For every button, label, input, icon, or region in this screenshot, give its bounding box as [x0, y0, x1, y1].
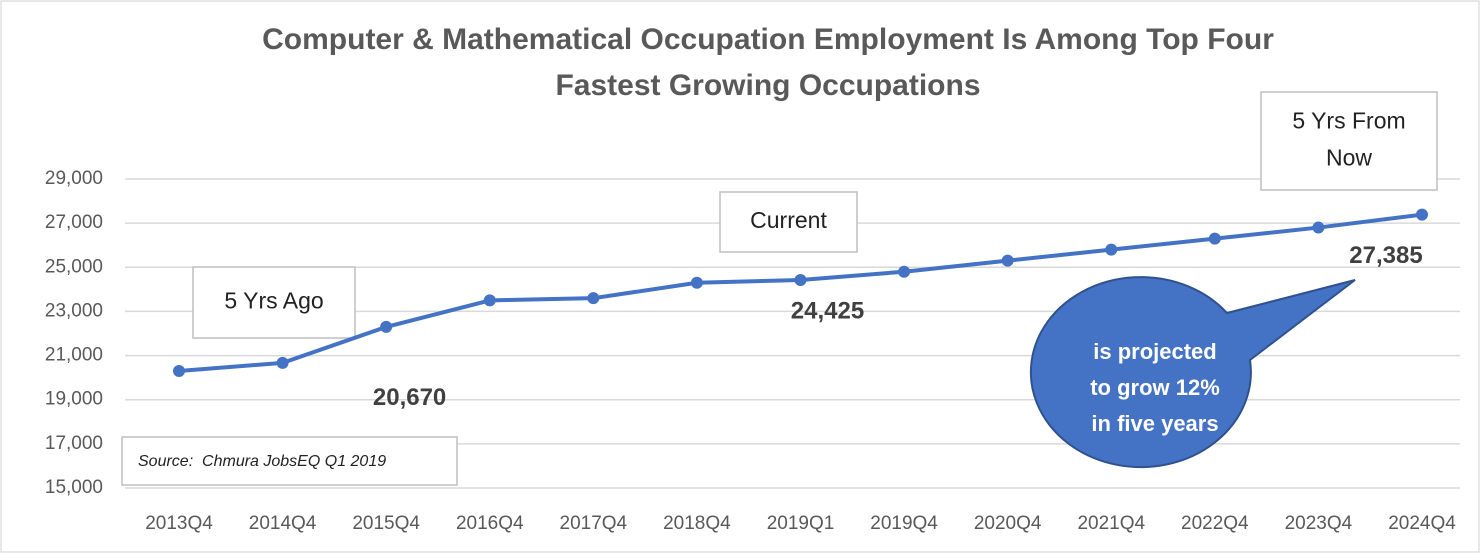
data-label: 20,670	[373, 384, 446, 411]
y-tick-label: 29,000	[45, 168, 103, 189]
point	[1001, 254, 1014, 267]
point	[1312, 221, 1325, 234]
source: Source: Chmura JobsEQ Q1 2019	[138, 453, 386, 470]
point	[794, 273, 807, 286]
point	[276, 356, 289, 369]
x-tick-label: 2015Q4	[352, 513, 420, 534]
annotation-box	[719, 191, 858, 253]
x-tick-label: 2022Q4	[1181, 513, 1249, 534]
point	[173, 365, 185, 378]
annotation-box	[1260, 91, 1438, 191]
x-tick-label: 2021Q4	[1077, 513, 1145, 534]
chart-title: Computer & Mathematical Occupation Emplo…	[262, 23, 1274, 56]
callout-text: in five years	[1091, 411, 1218, 436]
point	[690, 276, 703, 289]
x-tick-label: 2017Q4	[560, 513, 628, 534]
y-tick-label: 25,000	[45, 256, 103, 277]
y-tick-label: 19,000	[45, 389, 103, 410]
source-box	[121, 436, 458, 486]
point	[483, 294, 496, 307]
point	[1416, 208, 1428, 221]
data-label: 27,385	[1349, 242, 1422, 269]
data-label: 24,425	[791, 297, 864, 324]
y-tick-label: 15,000	[45, 477, 103, 498]
point	[380, 320, 393, 333]
chart-title: Fastest Growing Occupations	[555, 69, 980, 102]
callout-text: to grow 12%	[1090, 375, 1220, 400]
x-tick-label: 2016Q4	[456, 513, 524, 534]
x-tick-label: 2023Q4	[1285, 513, 1353, 534]
point	[587, 292, 600, 305]
x-tick-label: 2024Q4	[1388, 513, 1456, 534]
point	[1208, 232, 1221, 245]
point	[1105, 243, 1118, 256]
annotation: Now	[1326, 145, 1372, 171]
point	[898, 265, 911, 278]
callout-text: is projected	[1093, 339, 1216, 364]
annotation-box	[192, 266, 356, 339]
y-tick-label: 27,000	[45, 212, 103, 233]
y-tick-label: 17,000	[45, 433, 103, 454]
x-tick-label: 2019Q4	[870, 513, 938, 534]
y-tick-label: 21,000	[45, 345, 103, 366]
callout-bubble	[1029, 276, 1356, 469]
x-tick-label: 2020Q4	[974, 513, 1042, 534]
y-tick-label: 23,000	[45, 300, 103, 321]
x-tick-label: 2019Q1	[767, 513, 835, 534]
x-tick-label: 2014Q4	[249, 513, 317, 534]
annotation: 5 Yrs From	[1292, 108, 1405, 134]
x-tick-label: 2013Q4	[145, 513, 213, 534]
annotation: Current	[750, 207, 827, 233]
annotation: 5 Yrs Ago	[224, 288, 323, 314]
x-tick-label: 2018Q4	[663, 513, 731, 534]
